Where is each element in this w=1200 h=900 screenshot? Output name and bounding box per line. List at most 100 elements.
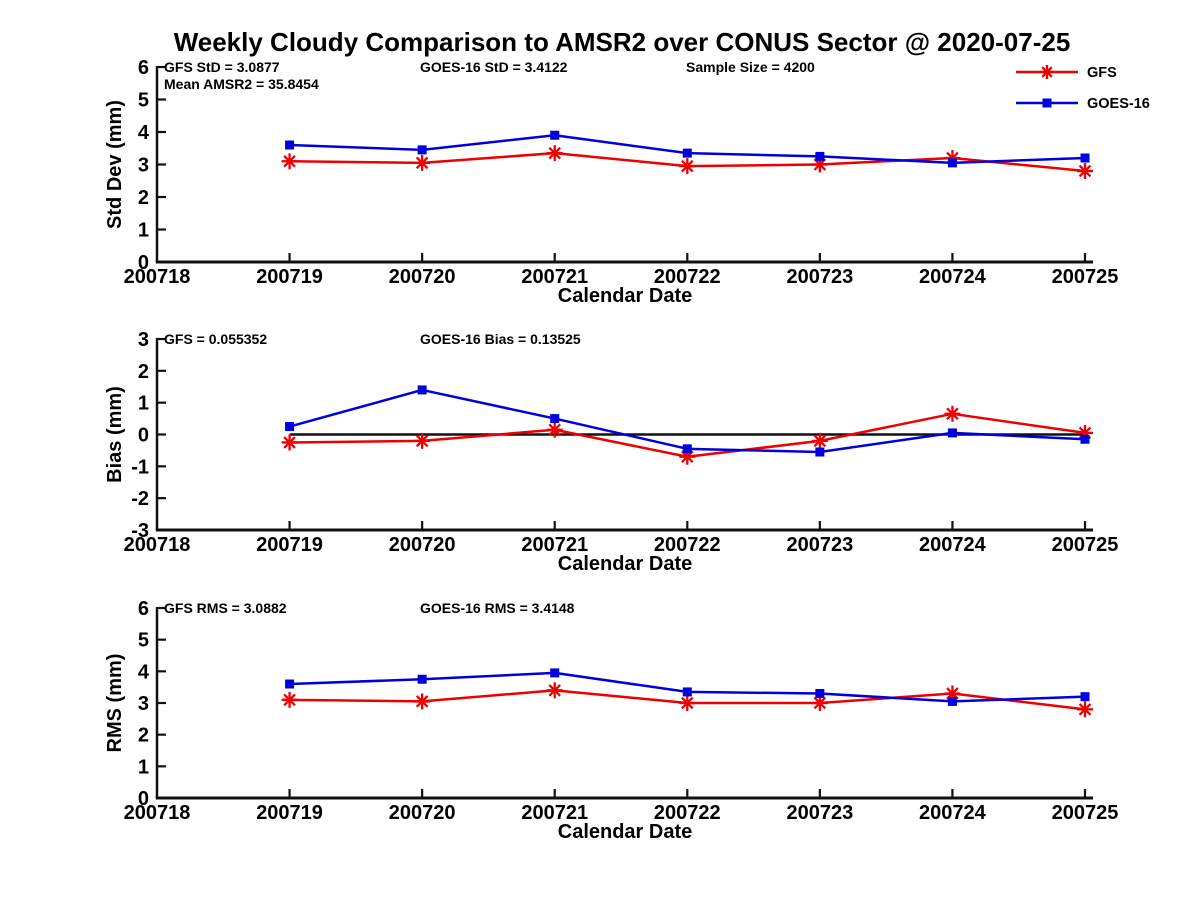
legend-label: GOES-16 <box>1087 96 1150 112</box>
square-marker <box>1080 153 1090 163</box>
square-marker <box>947 428 957 438</box>
square-marker <box>417 674 427 684</box>
asterisk-marker <box>1077 701 1093 718</box>
square-marker <box>815 689 825 698</box>
y-tick-label: 5 <box>138 90 149 112</box>
asterisk-marker <box>546 682 563 699</box>
x-tick-label: 200721 <box>521 802 588 824</box>
asterisk-spoke <box>415 695 429 708</box>
asterisk-marker <box>414 432 431 449</box>
x-tick-label: 200720 <box>389 802 456 824</box>
legend-entry-GFS: GFS <box>1016 65 1117 81</box>
square-marker <box>682 444 692 454</box>
y-tick-label: 3 <box>138 693 149 715</box>
y-tick-label: 5 <box>138 630 149 652</box>
square-marker <box>682 687 692 697</box>
asterisk-marker <box>414 154 431 171</box>
y-tick-label: -2 <box>131 488 149 510</box>
x-tick-label: 200722 <box>654 534 721 556</box>
square-marker <box>947 158 957 168</box>
asterisk-spoke <box>1041 66 1053 78</box>
x-tick-label: 200723 <box>786 266 853 288</box>
asterisk-marker <box>281 434 298 451</box>
subplot-bias: -3 -2 -1 0 1 2 3 200718 200719 200720 200721 200722… <box>104 329 1118 575</box>
y-tick-label: 4 <box>138 122 150 144</box>
x-tick-label: 200725 <box>1052 802 1119 824</box>
x-tick-label: 200721 <box>521 266 588 288</box>
x-tick-label: 200723 <box>786 534 853 556</box>
asterisk-marker <box>1040 65 1054 79</box>
stat-annotation: GFS = 0.055352 <box>164 331 267 347</box>
asterisk-spoke <box>813 434 827 448</box>
series-line-GOES-16 <box>289 388 1086 454</box>
square-marker <box>550 414 560 424</box>
y-axis-title: Std Dev (mm) <box>104 100 126 229</box>
x-tick-label: 200722 <box>654 802 721 824</box>
stat-annotation: GOES-16 StD = 3.4122 <box>420 59 568 75</box>
y-tick-label: 2 <box>138 187 149 209</box>
x-tick-label: 200718 <box>124 802 191 824</box>
asterisk-spoke <box>283 693 296 707</box>
series-markers-GOES-16 <box>285 385 1090 457</box>
asterisk-spoke <box>813 696 827 710</box>
asterisk-spoke <box>946 407 959 421</box>
x-tick-label: 200721 <box>521 534 588 556</box>
stat-annotation: GFS RMS = 3.0882 <box>164 600 287 616</box>
x-tick-label: 200722 <box>654 266 721 288</box>
y-tick-label: 6 <box>138 57 149 79</box>
square-marker <box>550 130 560 140</box>
series-markers-GOES-16 <box>285 130 1090 168</box>
y-tick-label: 2 <box>138 725 149 747</box>
y-tick-label: -1 <box>131 456 149 478</box>
asterisk-spoke <box>415 434 429 448</box>
asterisk-marker <box>679 695 696 711</box>
asterisk-marker <box>944 405 961 422</box>
x-tick-label: 200724 <box>919 534 987 556</box>
asterisk-marker <box>1077 163 1093 179</box>
square-marker <box>417 145 427 155</box>
asterisk-marker <box>546 421 563 438</box>
asterisk-marker <box>811 432 828 449</box>
y-tick-label: 0 <box>138 425 149 447</box>
x-tick-label: 200718 <box>124 266 191 288</box>
asterisk-spoke <box>283 154 296 168</box>
y-axis-title: RMS (mm) <box>104 654 126 753</box>
x-tick-label: 200720 <box>389 266 456 288</box>
y-tick-label: 1 <box>138 220 149 242</box>
asterisk-spoke <box>681 159 694 173</box>
series-markers-GFS <box>281 405 1093 465</box>
y-axis-title: Bias (mm) <box>104 386 126 483</box>
y-tick-label: 1 <box>138 756 149 778</box>
y-tick-label: -3 <box>131 520 149 542</box>
stat-annotation: GOES-16 RMS = 3.4148 <box>420 600 575 616</box>
square-marker <box>285 422 295 432</box>
square-marker <box>947 696 957 706</box>
square-marker <box>417 385 427 395</box>
stat-annotation: GFS StD = 3.0877 <box>164 59 280 75</box>
legend-entry-GOES-16: GOES-16 <box>1016 96 1150 112</box>
x-tick-label: 200725 <box>1052 266 1119 288</box>
chart-title: Weekly Cloudy Comparison to AMSR2 over C… <box>173 27 1071 57</box>
stat-annotation: GOES-16 Bias = 0.13525 <box>420 331 581 347</box>
asterisk-marker <box>546 145 563 162</box>
x-tick-label: 200718 <box>124 534 191 556</box>
square-marker <box>1080 692 1090 702</box>
y-tick-label: 2 <box>138 361 149 383</box>
legend-label: GFS <box>1087 65 1117 81</box>
x-tick-label: 200720 <box>389 534 456 556</box>
x-tick-label: 200724 <box>919 266 987 288</box>
asterisk-marker <box>281 691 298 708</box>
square-marker <box>285 140 295 150</box>
subplot-rms: 0 1 2 3 4 5 6 200718 200719 200720 200721 200722 200… <box>104 598 1118 843</box>
square-marker <box>1080 434 1090 444</box>
asterisk-marker <box>679 158 696 175</box>
y-tick-label: 0 <box>138 252 149 274</box>
y-tick-label: 3 <box>138 155 149 177</box>
stat-annotation: Sample Size = 4200 <box>686 59 815 75</box>
asterisk-spoke <box>548 684 561 697</box>
x-axis-title: Calendar Date <box>558 821 693 843</box>
asterisk-spoke <box>415 156 429 170</box>
square-marker <box>815 447 825 457</box>
asterisk-spoke <box>681 696 694 710</box>
